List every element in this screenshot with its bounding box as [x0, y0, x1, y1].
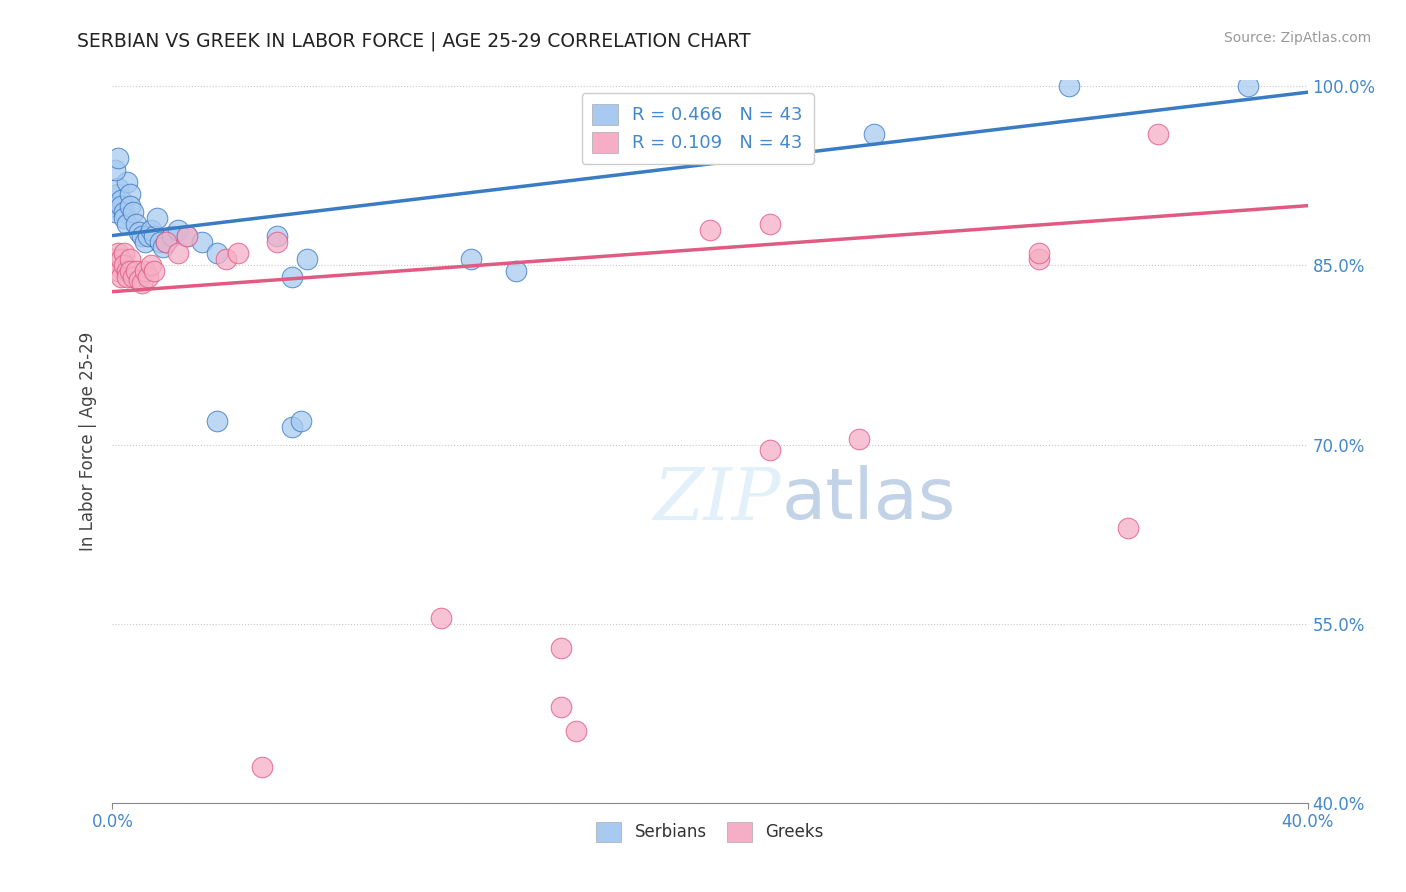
- Point: [122, 270, 145, 285]
- Point: [110, 193, 132, 207]
- Text: atlas: atlas: [782, 465, 956, 533]
- Point: [146, 211, 169, 225]
- Legend: Serbians, Greeks: Serbians, Greeks: [589, 815, 831, 848]
- Point: [176, 228, 198, 243]
- Point: [167, 246, 190, 260]
- Point: [191, 235, 214, 249]
- Point: [114, 211, 135, 225]
- Point: [505, 264, 527, 278]
- Point: [107, 264, 129, 278]
- Point: [155, 235, 177, 249]
- Point: [1057, 79, 1080, 94]
- Point: [266, 228, 288, 243]
- Point: [155, 235, 177, 249]
- Text: ZIP: ZIP: [654, 464, 782, 534]
- Point: [128, 225, 150, 239]
- Point: [1028, 252, 1050, 267]
- Point: [1118, 521, 1140, 535]
- Point: [138, 270, 160, 285]
- Point: [141, 259, 163, 273]
- Point: [863, 127, 886, 141]
- Point: [104, 259, 127, 273]
- Point: [430, 610, 453, 624]
- Point: [699, 222, 721, 236]
- Point: [107, 151, 129, 165]
- Point: [125, 264, 148, 278]
- Point: [134, 264, 156, 278]
- Point: [104, 162, 127, 177]
- Point: [215, 252, 238, 267]
- Point: [120, 199, 142, 213]
- Point: [110, 252, 132, 267]
- Point: [104, 204, 127, 219]
- Point: [848, 432, 870, 446]
- Text: Source: ZipAtlas.com: Source: ZipAtlas.com: [1223, 31, 1371, 45]
- Point: [1147, 127, 1170, 141]
- Point: [134, 235, 156, 249]
- Point: [117, 217, 139, 231]
- Point: [114, 204, 135, 219]
- Point: [759, 217, 782, 231]
- Point: [131, 277, 153, 291]
- Point: [143, 228, 166, 243]
- Point: [131, 228, 153, 243]
- Point: [250, 760, 273, 774]
- Point: [281, 270, 304, 285]
- Point: [162, 228, 183, 243]
- Point: [120, 264, 142, 278]
- Point: [110, 270, 132, 285]
- Point: [564, 724, 586, 739]
- Point: [460, 252, 482, 267]
- Point: [101, 252, 124, 267]
- Point: [550, 640, 572, 655]
- Y-axis label: In Labor Force | Age 25-29: In Labor Force | Age 25-29: [79, 332, 97, 551]
- Point: [149, 235, 172, 249]
- Point: [266, 235, 288, 249]
- Point: [107, 246, 129, 260]
- Point: [550, 700, 572, 714]
- Point: [128, 273, 150, 287]
- Point: [290, 414, 312, 428]
- Point: [226, 246, 249, 260]
- Point: [114, 259, 135, 273]
- Point: [152, 240, 174, 254]
- Text: SERBIAN VS GREEK IN LABOR FORCE | AGE 25-29 CORRELATION CHART: SERBIAN VS GREEK IN LABOR FORCE | AGE 25…: [77, 31, 751, 51]
- Point: [759, 443, 782, 458]
- Point: [122, 204, 145, 219]
- Point: [114, 246, 135, 260]
- Point: [107, 186, 129, 201]
- Point: [1237, 79, 1260, 94]
- Point: [120, 186, 142, 201]
- Point: [141, 222, 163, 236]
- Point: [205, 246, 228, 260]
- Point: [281, 419, 304, 434]
- Point: [120, 252, 142, 267]
- Point: [101, 199, 124, 213]
- Point: [110, 199, 132, 213]
- Point: [205, 414, 228, 428]
- Point: [143, 264, 166, 278]
- Point: [138, 228, 160, 243]
- Point: [117, 270, 139, 285]
- Point: [167, 222, 190, 236]
- Point: [117, 175, 139, 189]
- Point: [117, 264, 139, 278]
- Point: [176, 228, 198, 243]
- Point: [1028, 246, 1050, 260]
- Point: [295, 252, 318, 267]
- Point: [125, 217, 148, 231]
- Point: [107, 180, 129, 194]
